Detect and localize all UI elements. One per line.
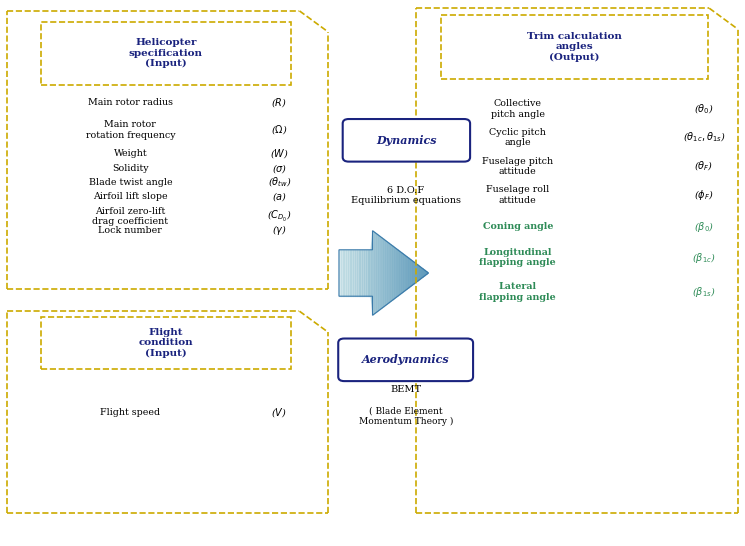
Bar bbox=[41, 22, 291, 85]
Polygon shape bbox=[366, 250, 367, 296]
Polygon shape bbox=[423, 269, 425, 277]
Text: Solidity: Solidity bbox=[112, 164, 149, 173]
Text: Weight: Weight bbox=[113, 150, 148, 158]
Text: Trim calculation
angles
(Output): Trim calculation angles (Output) bbox=[527, 32, 622, 62]
Polygon shape bbox=[384, 239, 385, 307]
Text: Flight
condition
(Input): Flight condition (Input) bbox=[139, 328, 193, 358]
Polygon shape bbox=[398, 250, 400, 296]
Polygon shape bbox=[370, 250, 371, 296]
Polygon shape bbox=[344, 250, 346, 296]
Text: Fuselage pitch
attitude: Fuselage pitch attitude bbox=[482, 157, 554, 176]
Polygon shape bbox=[375, 233, 376, 313]
Text: 6 D.O.F
Equilibrium equations: 6 D.O.F Equilibrium equations bbox=[351, 186, 461, 205]
Polygon shape bbox=[418, 265, 419, 281]
Polygon shape bbox=[403, 254, 405, 292]
Polygon shape bbox=[353, 250, 355, 296]
Text: Dynamics: Dynamics bbox=[376, 135, 437, 146]
Polygon shape bbox=[402, 253, 403, 293]
FancyBboxPatch shape bbox=[338, 339, 473, 381]
Text: Helicopter
specification
(Input): Helicopter specification (Input) bbox=[129, 38, 203, 68]
Polygon shape bbox=[416, 264, 418, 282]
Polygon shape bbox=[346, 250, 348, 296]
Polygon shape bbox=[407, 257, 409, 289]
Text: Main rotor
rotation frequency: Main rotor rotation frequency bbox=[86, 120, 175, 140]
Polygon shape bbox=[409, 258, 410, 288]
Text: Flight speed: Flight speed bbox=[101, 408, 160, 417]
Polygon shape bbox=[385, 240, 387, 306]
Text: Lock number: Lock number bbox=[98, 226, 162, 235]
Polygon shape bbox=[371, 231, 373, 315]
Polygon shape bbox=[340, 250, 343, 296]
Text: Lateral
flapping angle: Lateral flapping angle bbox=[480, 282, 556, 302]
Text: ($\theta_{1c},\theta_{1s}$): ($\theta_{1c},\theta_{1s}$) bbox=[682, 131, 726, 144]
Polygon shape bbox=[352, 250, 353, 296]
Text: Main rotor radius: Main rotor radius bbox=[88, 98, 173, 107]
Polygon shape bbox=[394, 247, 396, 299]
Text: ($V$): ($V$) bbox=[271, 406, 288, 419]
Polygon shape bbox=[427, 272, 428, 274]
Text: Cyclic pitch
angle: Cyclic pitch angle bbox=[489, 128, 546, 147]
Text: ($\Omega$): ($\Omega$) bbox=[271, 123, 288, 136]
Polygon shape bbox=[373, 231, 375, 315]
Polygon shape bbox=[362, 250, 364, 296]
Text: Collective
pitch angle: Collective pitch angle bbox=[491, 99, 545, 119]
Polygon shape bbox=[364, 250, 366, 296]
Text: Blade twist angle: Blade twist angle bbox=[89, 178, 172, 187]
Polygon shape bbox=[425, 270, 427, 276]
Polygon shape bbox=[396, 248, 398, 298]
Text: Airfoil lift slope: Airfoil lift slope bbox=[93, 192, 168, 201]
Text: BEMT: BEMT bbox=[390, 385, 422, 394]
Polygon shape bbox=[393, 246, 394, 300]
Polygon shape bbox=[339, 250, 340, 296]
Text: ($\beta_{1c}$): ($\beta_{1c}$) bbox=[692, 251, 716, 265]
FancyBboxPatch shape bbox=[343, 119, 470, 162]
Polygon shape bbox=[391, 245, 393, 301]
Text: ($\theta_{tw}$): ($\theta_{tw}$) bbox=[267, 176, 291, 189]
Text: Airfoil zero-lift
drag coefficient: Airfoil zero-lift drag coefficient bbox=[92, 207, 168, 227]
Polygon shape bbox=[410, 259, 412, 287]
Polygon shape bbox=[400, 251, 402, 295]
Text: ($\gamma$): ($\gamma$) bbox=[272, 223, 287, 238]
Text: ($\theta_0$): ($\theta_0$) bbox=[694, 103, 714, 116]
Polygon shape bbox=[355, 250, 357, 296]
Polygon shape bbox=[361, 250, 362, 296]
Text: Longitudinal
flapping angle: Longitudinal flapping angle bbox=[480, 248, 556, 268]
Polygon shape bbox=[412, 261, 414, 285]
Text: ( Blade Element
Momentum Theory ): ( Blade Element Momentum Theory ) bbox=[359, 407, 453, 426]
Polygon shape bbox=[343, 250, 344, 296]
Text: ($\beta_{1s}$): ($\beta_{1s}$) bbox=[692, 285, 716, 299]
Polygon shape bbox=[367, 250, 370, 296]
Text: ($\phi_F$): ($\phi_F$) bbox=[694, 188, 714, 202]
Text: ($R$): ($R$) bbox=[271, 96, 288, 109]
Polygon shape bbox=[349, 250, 352, 296]
Polygon shape bbox=[414, 262, 416, 284]
Text: ($a$): ($a$) bbox=[272, 190, 287, 203]
Polygon shape bbox=[387, 242, 389, 304]
Text: ($\beta_0$): ($\beta_0$) bbox=[694, 219, 714, 234]
Polygon shape bbox=[421, 268, 423, 278]
Text: Coning angle: Coning angle bbox=[483, 222, 553, 231]
Text: Aerodynamics: Aerodynamics bbox=[362, 354, 449, 365]
Text: ($\theta_F$): ($\theta_F$) bbox=[694, 160, 714, 173]
Bar bbox=[441, 15, 708, 79]
Polygon shape bbox=[348, 250, 349, 296]
Polygon shape bbox=[376, 234, 378, 312]
Text: ($\sigma$): ($\sigma$) bbox=[272, 162, 287, 175]
Polygon shape bbox=[357, 250, 358, 296]
Polygon shape bbox=[419, 266, 421, 280]
Bar bbox=[41, 317, 291, 369]
Polygon shape bbox=[382, 238, 384, 308]
Polygon shape bbox=[380, 236, 382, 310]
Polygon shape bbox=[389, 243, 391, 303]
Polygon shape bbox=[358, 250, 361, 296]
Text: Fuselage roll
attitude: Fuselage roll attitude bbox=[486, 185, 549, 205]
Polygon shape bbox=[378, 235, 380, 311]
Text: ($W$): ($W$) bbox=[270, 147, 289, 161]
Polygon shape bbox=[405, 256, 407, 290]
Text: ($C_{D_0}$): ($C_{D_0}$) bbox=[267, 209, 292, 224]
